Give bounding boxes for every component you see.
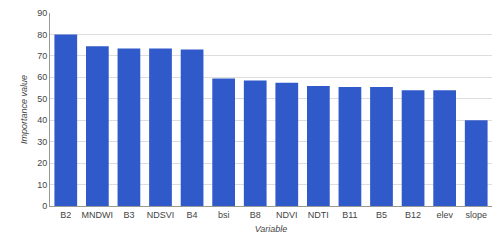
svg-text:Importance value: Importance value: [19, 75, 29, 144]
svg-text:B2: B2: [60, 210, 71, 220]
svg-text:elev: elev: [436, 210, 453, 220]
svg-text:90: 90: [37, 8, 47, 18]
svg-text:50: 50: [37, 94, 47, 104]
svg-text:B4: B4: [187, 210, 198, 220]
svg-text:10: 10: [37, 180, 47, 190]
svg-text:bsi: bsi: [218, 210, 230, 220]
svg-text:B12: B12: [405, 210, 421, 220]
svg-text:30: 30: [37, 137, 47, 147]
svg-text:NDVI: NDVI: [276, 210, 298, 220]
svg-text:MNDWI: MNDWI: [82, 210, 114, 220]
svg-text:NDTI: NDTI: [308, 210, 329, 220]
svg-text:slope: slope: [465, 210, 487, 220]
svg-text:B3: B3: [123, 210, 134, 220]
svg-text:Variable: Variable: [255, 224, 288, 234]
svg-text:NDSVI: NDSVI: [147, 210, 175, 220]
svg-text:B5: B5: [376, 210, 387, 220]
svg-text:0: 0: [42, 201, 47, 211]
svg-text:70: 70: [37, 51, 47, 61]
svg-text:40: 40: [37, 115, 47, 125]
svg-text:80: 80: [37, 30, 47, 40]
svg-text:20: 20: [37, 158, 47, 168]
svg-text:B11: B11: [342, 210, 357, 220]
svg-text:60: 60: [37, 72, 47, 82]
svg-text:B8: B8: [250, 210, 261, 220]
